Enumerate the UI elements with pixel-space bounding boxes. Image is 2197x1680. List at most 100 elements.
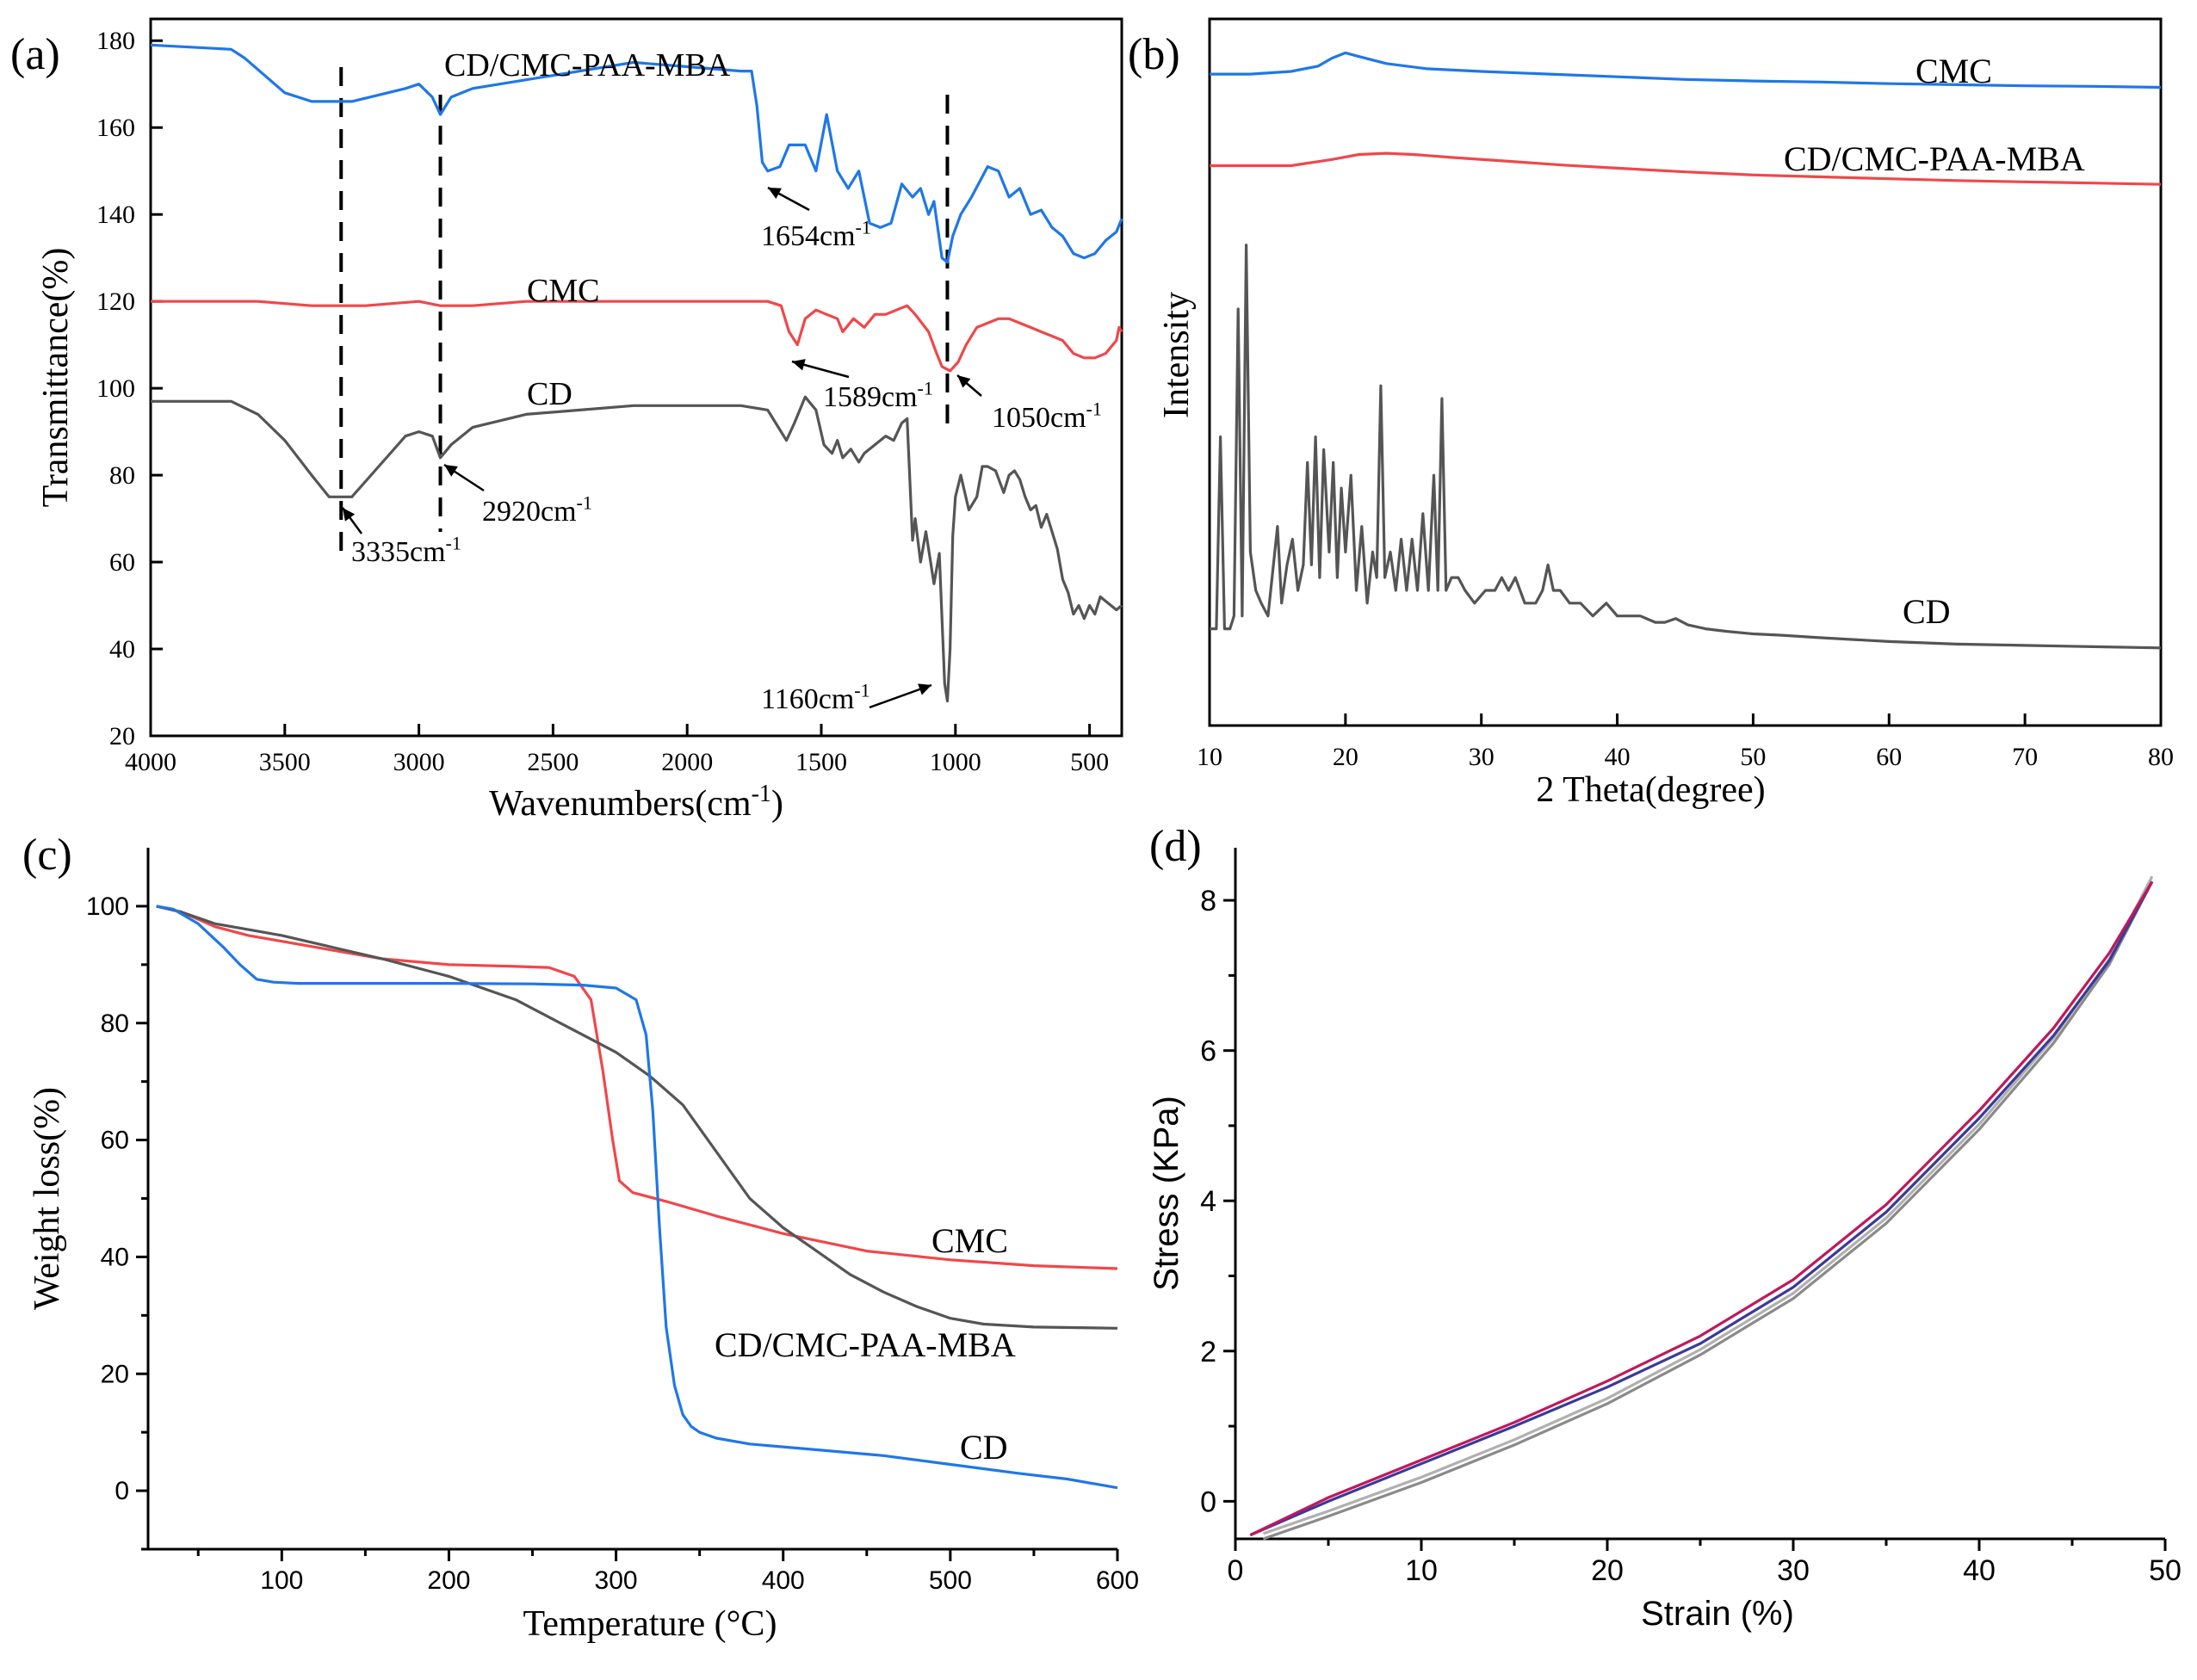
series-label: CD/CMC-PAA-MBA <box>1784 139 2085 178</box>
series-line-cd <box>151 395 1123 703</box>
y-axis-label: Transmittance(%) <box>36 248 76 508</box>
y-tick-label: 8 <box>1200 885 1216 917</box>
annotation-arrowhead <box>444 465 458 477</box>
series-line-cmc <box>156 905 1118 1270</box>
annotation-arrowhead <box>343 508 356 522</box>
y-axis-label: Weight loss(%) <box>28 1087 67 1310</box>
x-tick-label: 30 <box>1469 743 1495 771</box>
series-line-cd-cmc-paa-mba <box>156 905 1118 1330</box>
x-tick-label: 0 <box>1228 1554 1244 1587</box>
x-tick-label: 20 <box>1333 743 1358 771</box>
panel-label-b: (b) <box>1128 30 1180 79</box>
plot-frame <box>149 17 1123 738</box>
series-line-cmc <box>151 300 1123 373</box>
annotation-arrowhead <box>957 375 971 388</box>
series-line-cd <box>1210 244 2162 650</box>
x-tick-label: 400 <box>762 1566 805 1595</box>
panel-a-ftir-chart: 4000 3500 3000 2500 2000 1500 1000 500 20 40 60 80 1… <box>36 17 1123 824</box>
series-label: CD/CMC-PAA-MBA <box>444 47 731 83</box>
y-tick-label: 80 <box>101 1010 129 1038</box>
x-tick-label: 10 <box>1197 743 1222 771</box>
panel-b-xrd-chart: 10 20 30 40 50 60 70 80 2 Theta(degree) Intensity… <box>1157 17 2174 810</box>
series-label: CMC <box>1915 52 1992 90</box>
y-axis-label: Intensity <box>1157 292 1197 418</box>
series-label: CD <box>527 376 572 412</box>
series-line-cd <box>156 905 1118 1490</box>
y-tick-label: 2 <box>1200 1336 1216 1368</box>
x-tick-label: 70 <box>2012 743 2038 771</box>
y-tick-label: 6 <box>1200 1035 1216 1068</box>
panel-label-d: (d) <box>1149 822 1202 871</box>
y-tick-label: 40 <box>109 635 135 664</box>
x-axis-label: Strain (%) <box>1641 1595 1794 1633</box>
x-tick-label: 50 <box>1740 743 1766 771</box>
series-label: CD/CMC-PAA-MBA <box>715 1325 1016 1364</box>
annotation-label: 2920cm-1 <box>482 491 592 528</box>
series-line-cd-cmc-paa-mba <box>1210 151 2162 186</box>
y-tick-label: 20 <box>109 722 135 750</box>
x-axis-label: Temperature (°C) <box>523 1604 777 1644</box>
series-line-loading <box>1249 880 2154 1537</box>
x-tick-label: 80 <box>2148 743 2174 771</box>
series-label: CD <box>1903 592 1951 631</box>
y-tick-label: 40 <box>101 1243 129 1271</box>
y-tick-label: 100 <box>86 892 129 921</box>
x-tick-label: 3000 <box>393 748 445 776</box>
x-tick-label: 3500 <box>259 748 311 776</box>
plot-frame <box>1208 17 2163 727</box>
y-tick-label: 60 <box>101 1127 129 1155</box>
y-tick-label: 0 <box>114 1477 129 1505</box>
annotation-label: 1160cm-1 <box>761 679 870 715</box>
series-line-unloading <box>1262 880 2154 1541</box>
x-axis-label: 2 Theta(degree) <box>1536 770 1765 810</box>
annotation-arrowhead <box>768 188 782 199</box>
annotation-label: 1654cm-1 <box>761 216 871 252</box>
series-label: CD <box>960 1428 1008 1467</box>
series-label: CMC <box>527 273 599 309</box>
y-axis-label: Stress (KPa) <box>1148 1096 1185 1291</box>
x-tick-label: 10 <box>1405 1554 1438 1587</box>
annotation-arrowhead <box>792 359 806 371</box>
x-tick-label: 2000 <box>661 748 713 776</box>
annotation-arrowhead <box>918 683 931 695</box>
panel-c-tga-chart: 100 200 300 400 500 600 0 20 40 60 80 100 Temperatur… <box>28 848 1139 1644</box>
y-tick-label: 100 <box>96 374 135 403</box>
panel-d-stress-strain-chart: 0 10 20 30 40 50 0 2 4 6 8 Strain (%) Stress (KPa) <box>1148 848 2182 1633</box>
y-tick-label: 120 <box>96 287 135 316</box>
x-tick-label: 40 <box>1963 1554 1996 1587</box>
y-tick-label: 160 <box>96 114 135 142</box>
series-line-cd-cmc-paa-mba <box>150 43 1123 264</box>
series-label: CMC <box>931 1221 1008 1260</box>
x-tick-label: 1000 <box>930 748 981 776</box>
series-line-mid <box>1249 880 2154 1537</box>
y-tick-label: 180 <box>96 27 135 55</box>
annotation-label: 1050cm-1 <box>992 398 1102 434</box>
y-tick-label: 0 <box>1200 1485 1216 1518</box>
series-line-cmc <box>1210 51 2162 90</box>
x-tick-label: 60 <box>1876 743 1902 771</box>
panel-label-c: (c) <box>22 831 72 880</box>
x-tick-label: 20 <box>1591 1554 1624 1587</box>
x-tick-label: 40 <box>1605 743 1631 771</box>
x-tick-label: 100 <box>260 1566 303 1595</box>
x-tick-label: 2500 <box>527 748 579 776</box>
x-tick-label: 30 <box>1777 1554 1810 1587</box>
series-line-unloading-cycle <box>1262 875 2154 1535</box>
x-tick-label: 300 <box>595 1566 638 1595</box>
x-tick-label: 1500 <box>795 748 847 776</box>
annotation-label: 3335cm-1 <box>351 532 461 568</box>
x-tick-label: 50 <box>2149 1554 2182 1587</box>
panel-label-a: (a) <box>10 30 60 79</box>
y-tick-label: 20 <box>101 1360 129 1388</box>
x-axis-label: Wavenumbers(cm-1) <box>489 781 783 824</box>
y-tick-label: 60 <box>109 548 135 577</box>
x-tick-label: 200 <box>427 1566 470 1595</box>
y-tick-label: 140 <box>96 201 135 229</box>
x-tick-label: 4000 <box>125 748 176 776</box>
x-tick-label: 500 <box>929 1566 972 1595</box>
annotation-label: 1589cm-1 <box>823 377 933 413</box>
y-tick-label: 4 <box>1200 1185 1216 1218</box>
x-tick-label: 600 <box>1096 1566 1139 1595</box>
x-tick-label: 500 <box>1070 748 1109 776</box>
